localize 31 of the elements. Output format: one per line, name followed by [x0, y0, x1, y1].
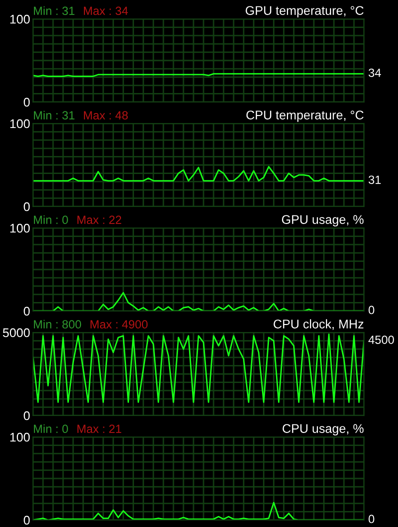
text: Min : 0 [34, 424, 68, 434]
y-tick-label: 0 [24, 411, 30, 420]
y-tick-label: 100 [10, 119, 30, 128]
chart-title: CPU temperature, °C [246, 110, 364, 122]
y-tick-label: 0 [24, 306, 30, 316]
text: Max : 22 [77, 216, 122, 224]
text: 0 [368, 306, 374, 314]
y-tick-label: 100 [10, 224, 30, 233]
y-tick-label: 100 [10, 432, 30, 442]
text: Min : 31 [34, 6, 74, 16]
y-tick-label: 100 [10, 14, 30, 24]
y-tick-label: 0 [24, 98, 30, 107]
text: 0 [368, 514, 374, 524]
text: Min : 31 [34, 110, 74, 120]
line-series [33, 166, 364, 182]
text: Min : 0 [34, 215, 68, 224]
y-tick-label: 5000 [2, 328, 30, 338]
chart-title: CPU clock, MHz [274, 319, 364, 330]
text: Max : 4900 [90, 320, 148, 329]
chart-title: CPU usage, % [282, 424, 364, 436]
y-tick-label: 0 [24, 202, 30, 212]
text: Max : 34 [84, 6, 128, 16]
text: Min : 800 [34, 320, 82, 329]
text: 34 [368, 68, 381, 77]
y-tick-label: 0 [24, 516, 30, 525]
text: Max : 21 [77, 424, 122, 434]
chart-title: GPU usage, % [282, 215, 364, 226]
chart-title: GPU temperature, °C [246, 6, 364, 18]
text: 31 [368, 176, 381, 184]
text: Max : 48 [84, 111, 128, 120]
text: 4500 [368, 336, 394, 344]
